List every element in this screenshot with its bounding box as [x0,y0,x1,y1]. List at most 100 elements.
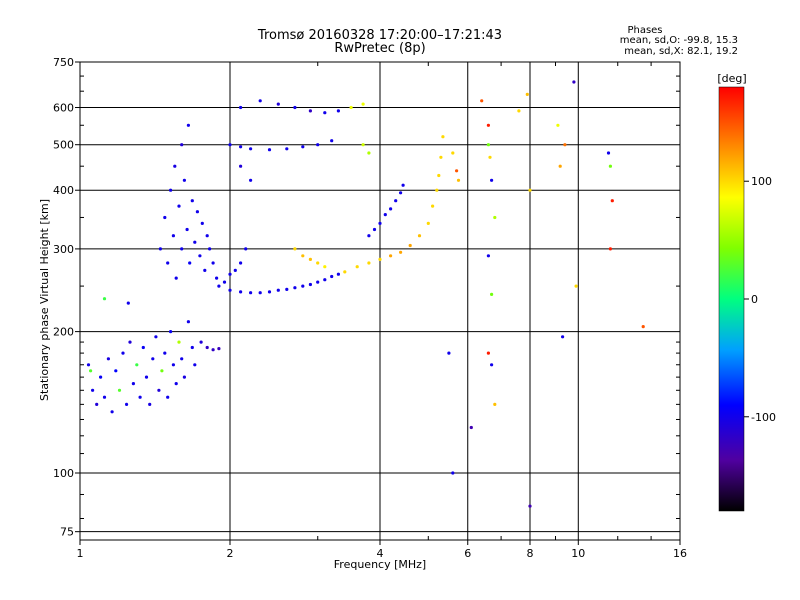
data-point [244,247,248,251]
grid-lines [80,61,680,540]
data-point [336,109,340,113]
data-point [169,188,173,192]
stats-line-x: mean, sd,X: 82.1, 19.2 [624,46,738,57]
data-point [203,268,207,272]
data-point [177,204,181,208]
data-point [456,178,461,182]
data-point [205,345,209,350]
y-tick-label: 750 [53,56,74,69]
data-point [169,330,173,334]
data-point [128,340,132,344]
data-point [171,234,175,238]
colorbar-tick-label: -100 [751,411,776,424]
data-point [316,143,320,147]
colorbar [718,86,745,512]
data-point [441,135,445,139]
x-tick-label: 8 [527,547,534,560]
data-point [408,243,412,248]
data-point [173,164,177,168]
data-point [182,375,186,379]
data-point [608,164,613,168]
data-point [435,188,439,192]
data-point [394,199,398,203]
y-axis-label: Stationary phase Virtual Height [km] [38,199,51,401]
stats-header: Phases [627,25,662,36]
data-point [144,375,149,379]
data-point [193,240,197,244]
data-point [208,247,212,251]
data-point [323,111,327,115]
data-point [486,351,490,355]
data-point [160,369,164,373]
data-point [355,265,359,269]
data-point [608,247,613,251]
data-point [171,363,175,367]
data-point [190,199,194,203]
data-point [285,287,289,291]
data-point [330,274,334,279]
data-point [174,276,178,280]
data-point [121,351,125,355]
data-point [561,335,565,339]
data-point [205,234,209,238]
data-point [343,270,347,274]
data-point [361,102,365,106]
data-point [399,250,403,254]
data-point [641,325,645,329]
data-point [86,363,91,367]
colorbar-ticks: 100 0 -100 [744,175,776,424]
data-point [301,254,305,258]
data-point [198,254,202,258]
data-point [336,272,340,276]
data-point [163,351,167,355]
data-point [417,234,422,238]
data-point [249,178,253,182]
x-tick-label: 10 [571,547,585,560]
data-point [308,282,312,287]
data-point [228,272,232,276]
data-point [490,292,494,296]
data-point [293,247,297,251]
data-point [211,261,215,265]
y-tick-label: 200 [53,326,74,339]
data-point [528,188,532,192]
data-point [469,425,473,430]
data-point [89,369,93,373]
data-point [486,254,490,258]
data-point [239,145,243,149]
x-axis-label: Frequency [MHz] [334,558,426,571]
data-point [199,340,203,344]
data-point [558,164,562,168]
data-point [185,227,189,232]
data-point [126,301,130,305]
data-point [188,261,192,265]
data-point [610,199,614,203]
data-point [455,169,459,173]
data-point [399,191,403,195]
data-point [239,261,243,265]
data-point [102,395,107,399]
data-point [166,261,170,265]
data-point [131,382,135,386]
data-point [572,80,576,84]
data-point [301,284,305,288]
data-point [239,105,243,110]
data-point [211,348,215,352]
data-point [258,291,262,295]
data-point [574,284,578,288]
y-tick-label: 75 [60,526,74,539]
data-point [106,357,110,361]
data-point [293,286,297,290]
data-point [193,363,197,367]
data-point [480,99,484,103]
data-point [389,254,393,258]
data-points [86,80,645,508]
data-point [217,284,221,288]
data-point [330,139,334,143]
data-point [267,148,272,152]
data-point [163,215,167,220]
x-tick-label: 4 [377,547,384,560]
data-point [447,351,451,355]
data-point [528,504,532,508]
